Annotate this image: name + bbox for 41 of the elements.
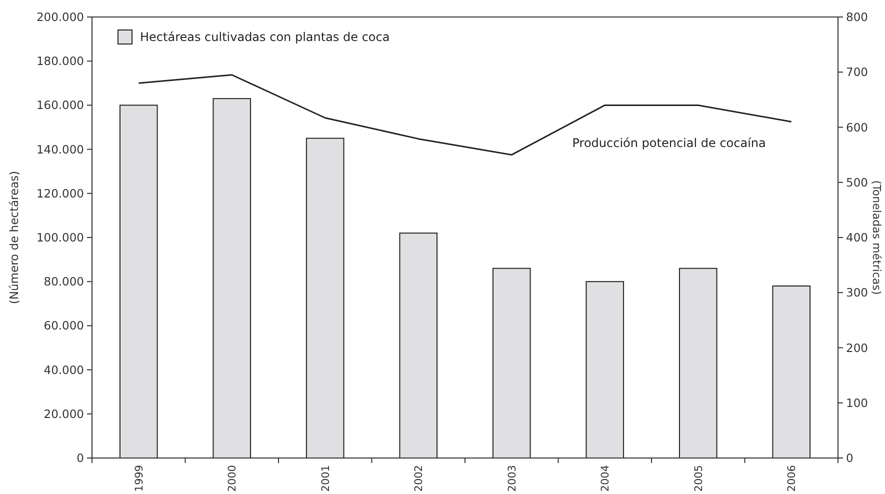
y-axis-title: (Número de hectáreas) [7,170,22,304]
y-tick-label: 20.000 [44,406,84,421]
x-tick-label: 2005 [692,465,705,492]
x-tick-label: 2001 [320,465,332,492]
bar [678,268,718,458]
x-tick-label: 2002 [413,465,426,492]
y2-tick-label: 0 [846,451,854,466]
y-tick-label: 60.000 [44,318,84,333]
y-tick-label: 160.000 [36,98,84,112]
y-tick-label: 80.000 [44,274,84,289]
y-tick-label: 100.000 [36,230,84,245]
y-tick-label: 200.000 [36,10,84,24]
y-tick-label: 40.000 [44,362,84,377]
y2-tick-label: 100 [846,396,868,410]
bar [492,268,531,458]
series-label: Producción potencial de cocaína [572,136,766,150]
bar [212,98,252,458]
x-tick-label: 2004 [600,464,612,492]
y2-tick-label: 700 [846,65,868,80]
bar [586,281,624,458]
x-tick-label: 2000 [226,465,239,492]
y2-tick-label: 800 [846,10,868,24]
y2-tick-label: 500 [846,175,868,190]
y2-tick-label: 300 [846,286,868,300]
x-tick-label: 2006 [786,464,798,492]
bar [399,232,438,458]
y2-tick-label: 200 [846,340,868,355]
y-tick-label: 120.000 [36,186,84,200]
x-tick-label: 2003 [506,465,518,492]
y-tick-label: 140.000 [36,142,84,156]
bar [772,286,811,458]
y2-axis-title: (Toneladas métricas) [870,180,884,295]
y2-tick-label: 400 [846,230,868,245]
bar [119,104,158,458]
legend-label: Hectáreas cultivadas con plantas de coca [140,30,390,44]
bar [306,138,344,458]
y-tick-label: 180.000 [36,54,84,68]
line-series [138,74,792,156]
y2-tick-label: 600 [846,120,868,134]
x-tick-label: 1999 [133,465,146,492]
y-tick-label: 0 [76,451,84,466]
